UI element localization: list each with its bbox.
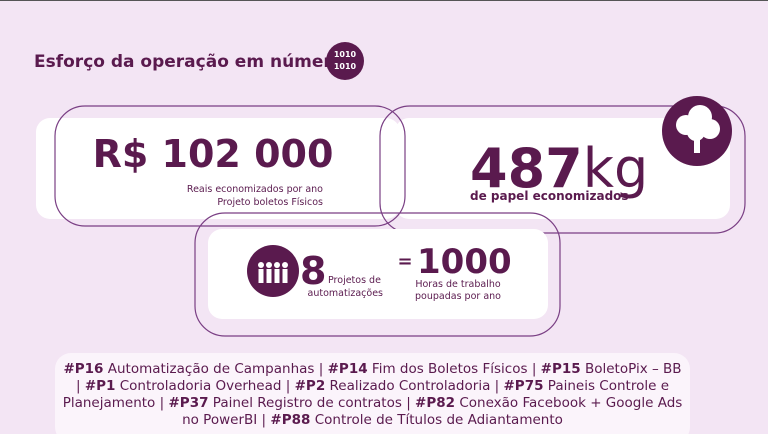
project-name: Fim dos Boletos Físicos [371, 361, 528, 377]
caption: automatizações [308, 288, 384, 299]
project-name: Realizado Controladoria [329, 378, 491, 394]
project-name: Paineis Controle e Planejamento [62, 378, 669, 411]
project-name: Automatização de Campanhas [107, 361, 315, 377]
project-list: #P16 Automatização de Campanhas | #P14 F… [60, 361, 685, 429]
icon-text: 1010 [334, 50, 357, 59]
project-name: Controle de Títulos de Adiantamento [314, 412, 563, 428]
caption: Reais economizados por ano [187, 184, 323, 195]
icon-text: 1010 [334, 62, 357, 71]
project-code: #P15 [540, 361, 581, 377]
caption: de papel economizados [470, 189, 629, 203]
project-name: Painel Registro de contratos [212, 395, 402, 411]
separator: | [406, 395, 411, 411]
binary-icon [326, 42, 364, 80]
equals: = [397, 251, 412, 272]
separator: | [261, 412, 267, 428]
project-name: Conexão Facebook + Google Ads no PowerBI [182, 395, 683, 428]
caption: Horas de trabalho [415, 279, 501, 290]
list-box [55, 353, 690, 434]
paper-value: 487kg [470, 137, 648, 200]
tree [676, 105, 720, 153]
project-code: #P2 [294, 378, 326, 394]
separator: | [75, 378, 81, 394]
card-outline [379, 105, 746, 234]
card-outline [194, 212, 561, 337]
separator: | [159, 395, 165, 411]
separator: | [494, 378, 500, 394]
separator: | [531, 361, 537, 377]
title: Esforço da operação em números [34, 52, 354, 72]
caption: Projetos de [328, 275, 381, 286]
project-code: #P16 [63, 361, 104, 377]
people-icon [247, 245, 299, 297]
project-code: #P82 [415, 395, 456, 411]
hours-value: 1000 [417, 242, 512, 282]
caption: poupadas por ano [415, 291, 501, 302]
caption: Projeto boletos Físicos [217, 197, 323, 208]
project-code: #P1 [84, 378, 116, 394]
unit: kg [583, 137, 649, 200]
number: 487 [470, 137, 583, 200]
project-code: #P37 [168, 395, 209, 411]
project-name: BoletoPix – BB [584, 361, 682, 377]
savings-value: R$ 102 000 [93, 132, 334, 176]
card [208, 229, 548, 319]
card [36, 118, 400, 219]
project-code: #P88 [270, 412, 311, 428]
people [258, 262, 288, 283]
separator: | [318, 361, 324, 377]
project-code: #P75 [503, 378, 544, 394]
project-name: Controladoria Overhead [119, 378, 282, 394]
card-outline [54, 105, 406, 227]
projects-count: 8 [300, 249, 326, 293]
project-code: #P14 [327, 361, 368, 377]
card [395, 118, 730, 219]
separator: | [285, 378, 291, 394]
